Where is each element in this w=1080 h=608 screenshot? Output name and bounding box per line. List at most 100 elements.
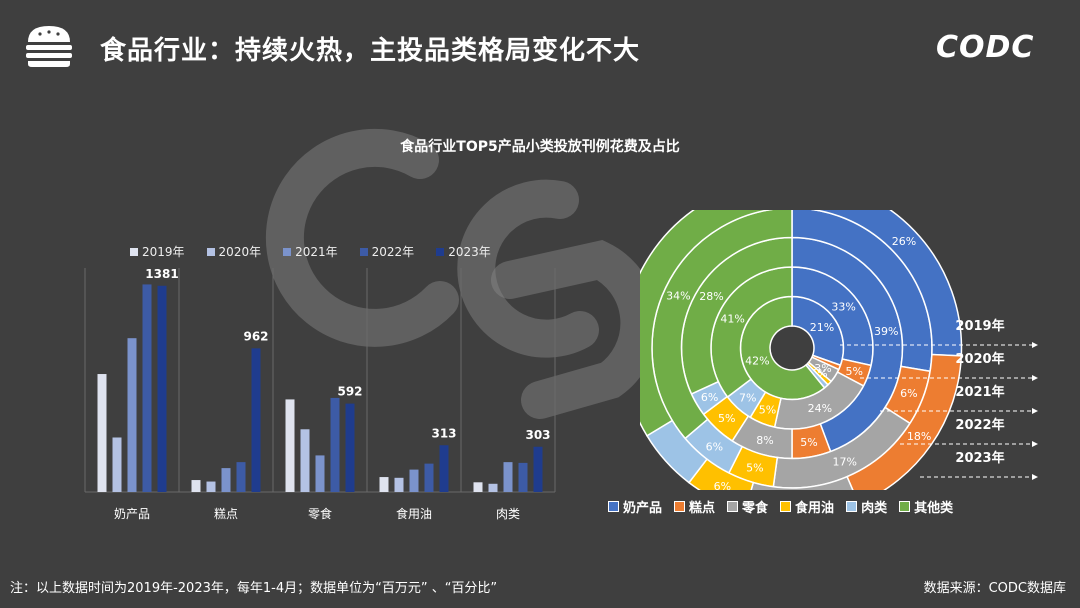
bar [379,477,389,492]
legend-label: 2020年 [218,245,262,259]
legend-label: 2023年 [448,245,491,259]
bar [518,462,528,492]
legend-label: 零食 [742,501,769,516]
slice-label: 17% [832,456,856,469]
category-label: 零食 [308,506,332,521]
ring-year-label: 2021年 [955,384,1004,400]
ring-year-label: 2023年 [955,450,1004,466]
bar [221,468,231,492]
slice-label: 41% [720,313,744,326]
slice-label: 5% [800,436,817,449]
slice-label: 21% [810,321,834,334]
legend-item-2022: 2022年 [359,243,414,260]
data-source: 数据来源：CODC数据库 [923,581,1066,596]
legend-item-meat: 肉类 [846,497,887,516]
legend-item-snack: 零食 [727,497,768,516]
bar [206,481,216,492]
legend-item-other: 其他类 [899,497,953,516]
slice-label: 6% [706,440,723,453]
category-label: 食用油 [396,506,432,521]
bar [300,429,310,492]
legend-swatch [846,501,858,512]
bar [533,446,543,492]
legend-item-2023: 2023年 [436,243,491,260]
slice-label: 5% [718,412,735,425]
bar [473,482,483,492]
bar [236,462,246,492]
slice-label: 42% [745,354,769,367]
slice-label: 26% [892,235,916,248]
bar [330,397,340,492]
chart-title: 食品行业TOP5产品小类投放刊例花费及占比 [400,139,680,155]
brand-logo: CODC [936,30,1035,65]
slice-label: 5% [845,365,862,378]
legend-label: 食用油 [795,501,835,516]
legend-item-pastry: 糕点 [674,497,715,516]
category-label: 奶产品 [114,507,150,521]
legend-swatch [359,247,368,256]
slice-label: 6% [900,387,917,400]
bar [157,285,167,492]
legend-item-2019: 2019年 [130,243,185,260]
page-title: 食品行业：持续火热，主投品类格局变化不大 [100,36,641,66]
ring-year-label: 2022年 [955,417,1004,433]
slice-label: 7% [739,391,756,404]
bar-chart: 1381 奶产品 962 糕点 592 零食 313 食用油 303 肉类 [84,268,556,521]
donut-segment [640,210,774,437]
bar [488,483,498,492]
legend-swatch [608,501,619,512]
bar [127,338,137,492]
arrow-head-icon [1032,474,1038,480]
bar [285,399,295,492]
donut-segment [750,475,854,490]
data-label: 303 [525,428,550,442]
legend-item-2021: 2021年 [283,243,338,260]
arrow-head-icon [1032,375,1038,381]
legend-swatch [283,247,292,256]
data-label: 313 [431,426,456,440]
ring-year-label: 2019年 [955,318,1004,334]
category-label: 肉类 [496,507,520,521]
legend-item-dairy: 奶产品 [608,497,662,516]
bar [97,374,107,492]
slice-label: 8% [756,434,773,447]
legend-swatch [206,247,215,256]
arrow-head-icon [1032,441,1038,447]
slice-label: 5% [746,462,763,475]
footnote: 注：以上数据时间为2019年-2023年，每年1-4月；数据单位为“百万元” 、… [10,581,498,596]
legend-item-oil: 食用油 [780,497,834,516]
legend-swatch [899,501,911,512]
legend-label: 其他类 [914,501,954,516]
legend-item-2020: 2020年 [206,243,262,260]
slice-label: 6% [714,480,731,490]
bar [251,348,261,492]
data-label: 962 [243,329,268,343]
category-label: 糕点 [214,507,238,521]
slice-label: 34% [666,289,690,302]
legend-label: 奶产品 [623,501,663,516]
bar [345,403,355,492]
legend-label: 2019年 [142,245,185,259]
bar [315,455,325,492]
slice-label: 18% [907,430,931,443]
donut-legend: 奶产品 糕点 零食 食用油 肉类 其他类 [608,497,953,516]
donut-chart: 21%3%6%42%33%5%24%5%7%41%39%5%8%5%6%28%6… [640,210,1038,490]
bar [409,469,419,492]
burger-icon [26,26,72,67]
bar [394,477,404,492]
slice-label: 24% [808,402,832,415]
bar [191,480,201,492]
legend-swatch [674,501,686,512]
ring-year-label: 2020年 [955,351,1004,367]
slice-label: 6% [701,391,718,404]
legend-swatch [727,501,739,512]
legend-swatch [130,247,138,256]
legend-label: 糕点 [689,501,716,516]
slice-label: 5% [759,404,776,417]
data-label: 592 [337,385,362,399]
slice-label: 39% [874,325,898,338]
bar [142,284,152,492]
data-label: 1381 [145,268,178,281]
bar [424,463,434,492]
legend-swatch [436,247,445,256]
